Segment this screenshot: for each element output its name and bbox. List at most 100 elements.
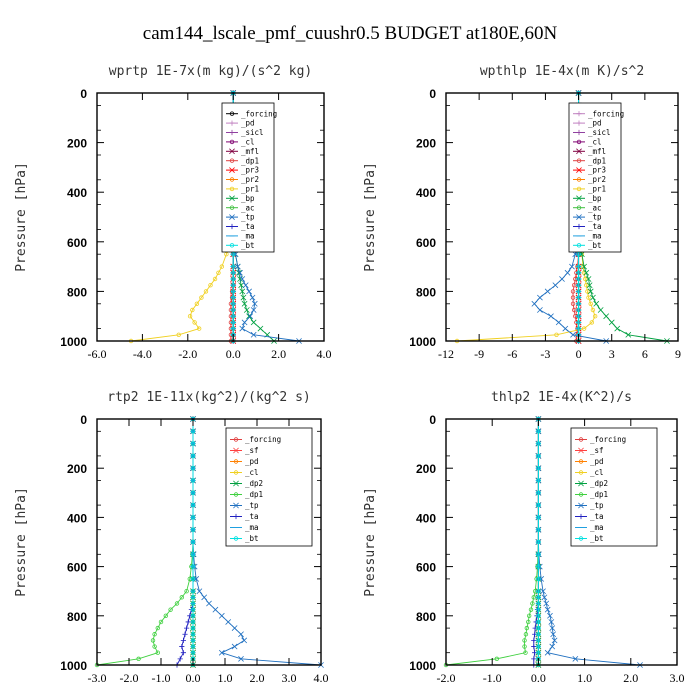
y-tick-label: 0: [80, 87, 87, 101]
y-axis-label: Pressure [hPa]: [363, 487, 378, 597]
y-tick-label: 1000: [409, 335, 436, 349]
data-point: [569, 263, 575, 270]
data-point: [239, 288, 246, 295]
data-point: [190, 478, 196, 483]
x-tick-label: -2.0: [437, 671, 456, 685]
x-tick-label: 3.0: [670, 671, 685, 685]
legend-marker: [233, 447, 239, 454]
legend-entry-tp: _tp: [230, 501, 259, 510]
series-line: [130, 93, 234, 342]
data-point: [184, 625, 190, 631]
data-point: [249, 294, 256, 301]
legend-entry-dp1: _dp1: [226, 156, 259, 165]
legend-entry-dp1: _dp1: [573, 156, 606, 165]
data-point: [531, 595, 536, 600]
data-point: [536, 429, 541, 434]
legend-marker: [576, 177, 582, 182]
data-point: [231, 625, 238, 631]
data-point: [540, 588, 546, 595]
legend-marker: [229, 195, 235, 202]
data-point: [196, 588, 203, 595]
data-point: [185, 619, 191, 625]
legend-marker: [576, 120, 582, 126]
data-point: [586, 282, 593, 289]
legend-label: _ac: [241, 203, 255, 212]
legend-marker: [229, 205, 235, 210]
legend-entry-mfl: _mfl: [226, 147, 259, 156]
legend-marker: [229, 129, 235, 136]
data-point: [544, 649, 551, 656]
data-point: [231, 643, 238, 650]
data-point: [190, 564, 196, 569]
data-point: [572, 655, 579, 662]
data-point: [230, 289, 236, 294]
legend-marker: [229, 214, 235, 220]
x-tick-label: 4.0: [317, 347, 332, 361]
y-tick-label: 800: [416, 610, 436, 624]
figure-title: cam144_lscale_pmf_cuushr0.5 BUDGET at180…: [143, 23, 558, 44]
legend-entry-ma: _ma: [226, 232, 255, 241]
data-point: [590, 307, 596, 313]
data-point: [531, 300, 538, 307]
y-tick-label: 600: [67, 236, 87, 250]
legend-marker: [578, 502, 584, 509]
data-point: [230, 264, 236, 269]
data-point: [570, 289, 576, 294]
data-point: [190, 601, 196, 606]
data-point: [241, 637, 248, 644]
plot-frame: [96, 418, 322, 666]
legend-entry-bt: _bt: [230, 534, 259, 543]
legend-entry-ta: _ta: [575, 512, 604, 521]
legend: _forcing _sf _pd _cl _dp2 _dp1 _tp _ta _ma _bt: [225, 427, 313, 547]
data-point: [536, 632, 541, 637]
legend-label: _ma: [241, 232, 255, 241]
legend-entry-ma: _ma: [573, 232, 602, 241]
data-point: [536, 601, 541, 606]
legend-marker: [576, 223, 582, 230]
legend-entry-bt: _bt: [575, 534, 604, 543]
plot-frame: [445, 418, 678, 666]
data-point: [180, 650, 186, 656]
data-point: [177, 656, 183, 662]
data-point: [548, 313, 554, 320]
legend-label: _cl: [241, 138, 255, 147]
y-tick-label: 400: [67, 511, 87, 525]
data-point: [225, 619, 232, 625]
x-tick-label: 2.0: [250, 671, 265, 685]
data-point: [230, 295, 236, 300]
data-point: [163, 613, 168, 618]
legend-label: _ta: [590, 512, 604, 521]
legend-entry-mfl: _mfl: [573, 147, 606, 156]
legend-label: _cl: [245, 468, 259, 477]
legend-entry-pr1: _pr1: [573, 185, 606, 194]
legend-marker: [229, 139, 235, 145]
panel-3: rtp2 1E-11x(kg^2)/(kg^2 s) Pressure [hPa]…: [14, 390, 329, 685]
legend-marker: [576, 243, 582, 248]
data-point: [230, 301, 236, 306]
x-tick-label: -3: [540, 347, 550, 361]
legend-marker: [229, 120, 235, 126]
data-point: [536, 607, 541, 612]
legend-entry-forcing: _forcing: [230, 435, 281, 444]
legend-marker: [576, 205, 582, 210]
data-point: [168, 607, 173, 612]
legend-box: [568, 102, 622, 253]
legend-box: [570, 427, 658, 547]
data-point: [536, 619, 541, 625]
legend-label: _ac: [588, 203, 602, 212]
data-point: [585, 289, 590, 294]
data-point: [190, 638, 196, 643]
data-point: [176, 332, 181, 337]
y-tick-label: 200: [416, 137, 436, 151]
legend-label: _forcing: [588, 109, 624, 118]
legend-marker: [229, 167, 235, 173]
series-pr1: [128, 90, 236, 344]
legend-marker: [578, 470, 584, 475]
legend-entry-tp: _tp: [575, 501, 604, 510]
data-point: [201, 594, 208, 601]
legend-marker: [229, 158, 235, 163]
legend-marker: [576, 214, 582, 220]
legend-marker: [578, 480, 584, 487]
data-point: [190, 650, 196, 655]
legend-entry-pr1: _pr1: [226, 185, 259, 194]
